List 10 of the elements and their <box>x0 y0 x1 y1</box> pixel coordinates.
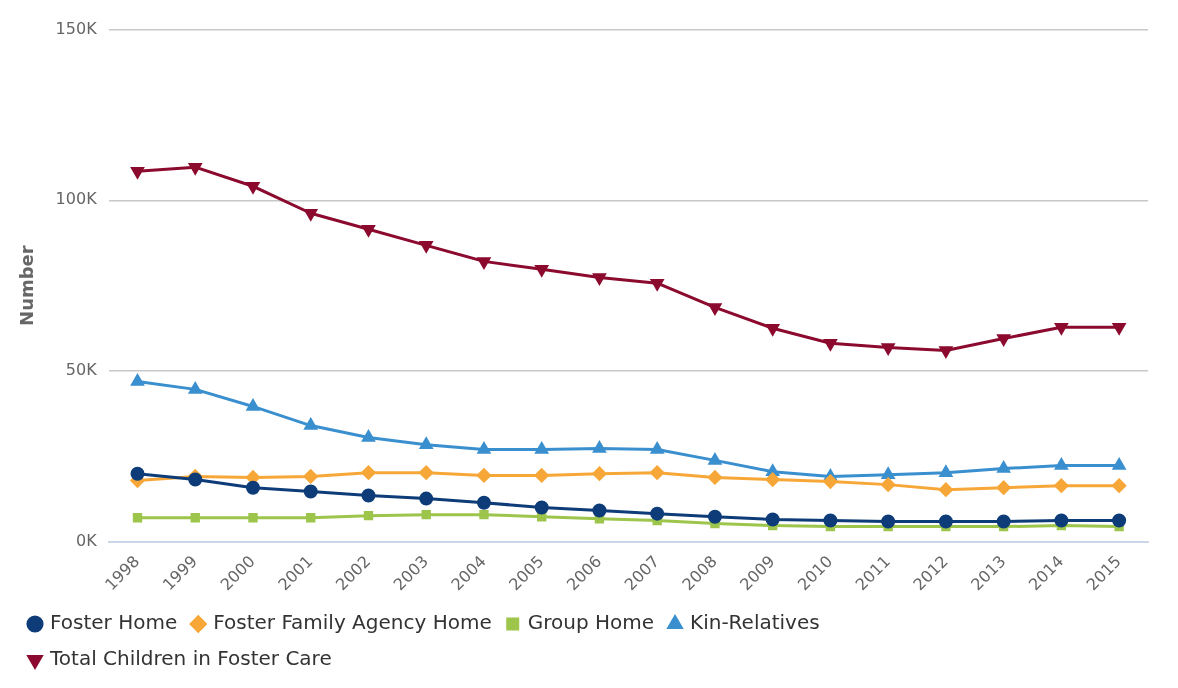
legend-label: Kin-Relatives <box>690 610 820 635</box>
legend-label: Group Home <box>527 610 655 635</box>
y-tick-label: 50K <box>65 360 98 380</box>
legend-label: Foster Family Agency Home <box>213 610 492 635</box>
legend-label: Foster Home <box>50 610 178 635</box>
y-axis-title: Number <box>16 245 38 326</box>
y-tick-label: 100K <box>55 189 98 209</box>
y-tick-label: 150K <box>55 18 98 38</box>
y-tick-label: 0K <box>75 530 98 550</box>
legend-label: Total Children in Foster Care <box>49 646 332 671</box>
